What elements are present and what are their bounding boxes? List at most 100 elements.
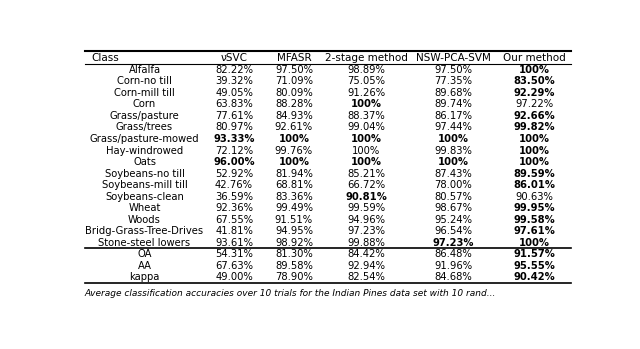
Text: 96.00%: 96.00% — [213, 157, 255, 167]
Text: 86.01%: 86.01% — [513, 180, 556, 190]
Text: 99.58%: 99.58% — [513, 215, 556, 225]
Text: 71.09%: 71.09% — [275, 76, 313, 87]
Text: 87.43%: 87.43% — [434, 169, 472, 179]
Text: 91.96%: 91.96% — [434, 261, 472, 271]
Text: Soybeans-clean: Soybeans-clean — [105, 192, 184, 202]
Text: 88.37%: 88.37% — [347, 111, 385, 121]
Text: 99.83%: 99.83% — [434, 146, 472, 156]
Text: Our method: Our method — [503, 53, 566, 64]
Text: 67.63%: 67.63% — [215, 261, 253, 271]
Text: 91.51%: 91.51% — [275, 215, 313, 225]
Text: Grass/pasture: Grass/pasture — [109, 111, 179, 121]
Text: Oats: Oats — [133, 157, 156, 167]
Text: 94.95%: 94.95% — [275, 226, 313, 236]
Text: 86.17%: 86.17% — [434, 111, 472, 121]
Text: 90.63%: 90.63% — [516, 192, 554, 202]
Text: AA: AA — [138, 261, 152, 271]
Text: 92.61%: 92.61% — [275, 122, 313, 133]
Text: 91.26%: 91.26% — [347, 88, 385, 98]
Text: 100%: 100% — [351, 134, 381, 144]
Text: 75.05%: 75.05% — [347, 76, 385, 87]
Text: 91.57%: 91.57% — [513, 249, 556, 259]
Text: kappa: kappa — [129, 272, 160, 282]
Text: 88.28%: 88.28% — [275, 99, 313, 110]
Text: Bridg-Grass-Tree-Drives: Bridg-Grass-Tree-Drives — [86, 226, 204, 236]
Text: 89.59%: 89.59% — [513, 169, 556, 179]
Text: Soybeans-no till: Soybeans-no till — [104, 169, 184, 179]
Text: 78.00%: 78.00% — [434, 180, 472, 190]
Text: 97.50%: 97.50% — [434, 65, 472, 75]
Text: 92.29%: 92.29% — [514, 88, 556, 98]
Text: 77.61%: 77.61% — [215, 111, 253, 121]
Text: 93.33%: 93.33% — [213, 134, 255, 144]
Text: 81.30%: 81.30% — [275, 249, 313, 259]
Text: Corn-no till: Corn-no till — [117, 76, 172, 87]
Text: 100%: 100% — [438, 157, 468, 167]
Text: Corn-mill till: Corn-mill till — [114, 88, 175, 98]
Text: Alfalfa: Alfalfa — [129, 65, 161, 75]
Text: 100%: 100% — [352, 146, 380, 156]
Text: 77.35%: 77.35% — [434, 76, 472, 87]
Text: 39.32%: 39.32% — [215, 76, 253, 87]
Text: 92.66%: 92.66% — [513, 111, 556, 121]
Text: Average classification accuracies over 10 trials for the Indian Pines data set w: Average classification accuracies over 1… — [85, 289, 497, 298]
Text: 100%: 100% — [519, 134, 550, 144]
Text: 52.92%: 52.92% — [215, 169, 253, 179]
Text: 72.12%: 72.12% — [215, 146, 253, 156]
Text: Hay-windrowed: Hay-windrowed — [106, 146, 183, 156]
Text: 90.81%: 90.81% — [345, 192, 387, 202]
Text: 80.09%: 80.09% — [275, 88, 313, 98]
Text: OA: OA — [138, 249, 152, 259]
Text: 49.05%: 49.05% — [215, 88, 253, 98]
Text: 99.82%: 99.82% — [514, 122, 556, 133]
Text: 92.94%: 92.94% — [347, 261, 385, 271]
Text: Wheat: Wheat — [129, 203, 161, 213]
Text: 96.54%: 96.54% — [434, 226, 472, 236]
Text: 42.76%: 42.76% — [215, 180, 253, 190]
Text: νSVC: νSVC — [221, 53, 248, 64]
Text: 99.76%: 99.76% — [275, 146, 313, 156]
Text: 95.55%: 95.55% — [513, 261, 556, 271]
Text: 90.42%: 90.42% — [513, 272, 556, 282]
Text: 82.22%: 82.22% — [215, 65, 253, 75]
Text: 2-stage method: 2-stage method — [324, 53, 408, 64]
Text: 89.58%: 89.58% — [275, 261, 313, 271]
Text: 49.00%: 49.00% — [215, 272, 253, 282]
Text: 83.50%: 83.50% — [513, 76, 556, 87]
Text: 99.59%: 99.59% — [347, 203, 385, 213]
Text: 100%: 100% — [519, 65, 550, 75]
Text: 100%: 100% — [519, 157, 550, 167]
Text: Grass/trees: Grass/trees — [116, 122, 173, 133]
Text: 80.57%: 80.57% — [434, 192, 472, 202]
Text: 100%: 100% — [519, 146, 550, 156]
Text: 98.67%: 98.67% — [434, 203, 472, 213]
Text: 68.81%: 68.81% — [275, 180, 313, 190]
Text: 67.55%: 67.55% — [215, 215, 253, 225]
Text: 54.31%: 54.31% — [215, 249, 253, 259]
Text: 85.21%: 85.21% — [347, 169, 385, 179]
Text: 97.23%: 97.23% — [347, 226, 385, 236]
Text: 95.24%: 95.24% — [434, 215, 472, 225]
Text: 100%: 100% — [351, 99, 381, 110]
Text: 94.96%: 94.96% — [347, 215, 385, 225]
Text: 97.22%: 97.22% — [515, 99, 554, 110]
Text: 99.95%: 99.95% — [514, 203, 556, 213]
Text: 86.48%: 86.48% — [434, 249, 472, 259]
Text: Stone-steel lowers: Stone-steel lowers — [99, 238, 191, 248]
Text: 97.50%: 97.50% — [275, 65, 313, 75]
Text: Corn: Corn — [133, 99, 156, 110]
Text: MFASR: MFASR — [276, 53, 311, 64]
Text: 89.74%: 89.74% — [434, 99, 472, 110]
Text: 89.68%: 89.68% — [434, 88, 472, 98]
Text: 92.36%: 92.36% — [215, 203, 253, 213]
Text: 100%: 100% — [351, 157, 381, 167]
Text: 84.68%: 84.68% — [434, 272, 472, 282]
Text: 98.92%: 98.92% — [275, 238, 313, 248]
Text: NSW-PCA-SVM: NSW-PCA-SVM — [415, 53, 490, 64]
Text: 97.61%: 97.61% — [513, 226, 556, 236]
Text: Class: Class — [91, 53, 118, 64]
Text: 36.59%: 36.59% — [215, 192, 253, 202]
Text: Soybeans-mill till: Soybeans-mill till — [102, 180, 188, 190]
Text: 93.61%: 93.61% — [215, 238, 253, 248]
Text: 100%: 100% — [278, 157, 309, 167]
